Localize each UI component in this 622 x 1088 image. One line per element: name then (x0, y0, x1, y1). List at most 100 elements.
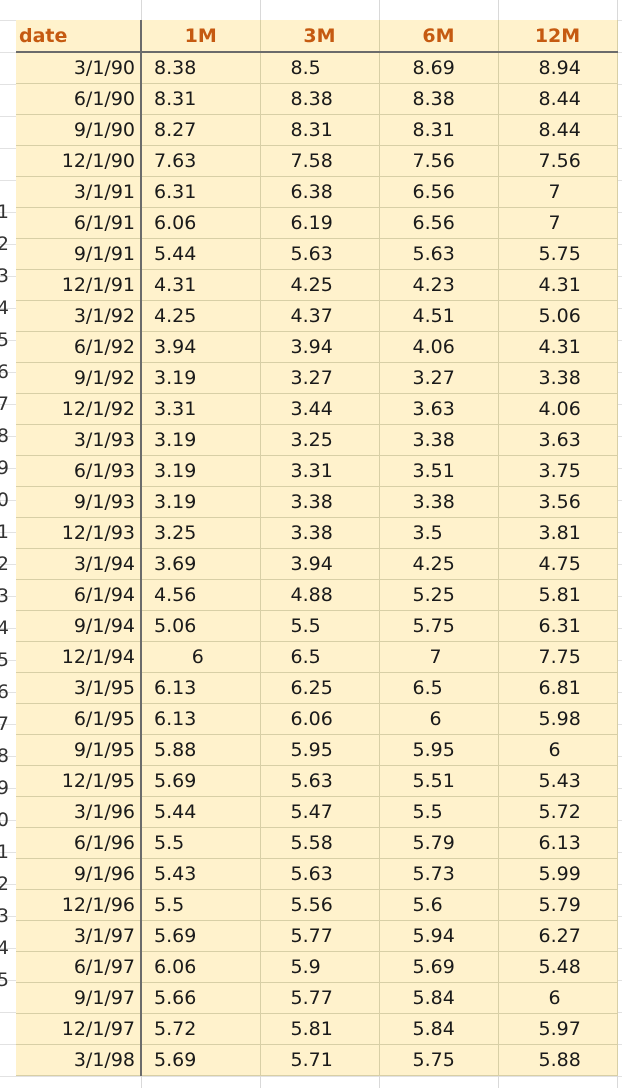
rate-1m-cell[interactable]: 3.19 (141, 424, 261, 456)
date-cell[interactable]: 3/1/96 (16, 796, 142, 828)
rate-3m-cell[interactable]: 5.77 (260, 982, 380, 1014)
rate-6m-cell[interactable]: 8.31 (379, 114, 499, 146)
rate-3m-cell[interactable]: 7.58 (260, 145, 380, 177)
row-number[interactable]: 3 (0, 265, 9, 287)
rate-12m-cell[interactable]: 7.56 (498, 145, 618, 177)
rate-3m-cell[interactable]: 3.38 (260, 517, 380, 549)
date-cell[interactable]: 3/1/91 (16, 176, 142, 208)
rate-3m-cell[interactable]: 3.94 (260, 331, 380, 363)
rate-6m-cell[interactable]: 5.79 (379, 827, 499, 859)
rate-3m-cell[interactable]: 5.58 (260, 827, 380, 859)
rate-3m-cell[interactable]: 6.19 (260, 207, 380, 239)
rate-12m-cell[interactable]: 3.75 (498, 455, 618, 487)
row-number[interactable]: 9 (0, 457, 9, 479)
date-cell[interactable]: 9/1/96 (16, 858, 142, 890)
rate-6m-cell[interactable]: 5.75 (379, 610, 499, 642)
rate-1m-cell[interactable]: 6.06 (141, 207, 261, 239)
rate-3m-cell[interactable]: 6.25 (260, 672, 380, 704)
rate-12m-cell[interactable]: 4.75 (498, 548, 618, 580)
column-header-1m[interactable]: 1M (141, 20, 261, 53)
rate-12m-cell[interactable]: 6.31 (498, 610, 618, 642)
row-number[interactable]: 4 (0, 297, 9, 319)
column-header-3m[interactable]: 3M (260, 20, 380, 53)
column-header-12m[interactable]: 12M (498, 20, 618, 53)
rate-3m-cell[interactable]: 5.63 (260, 238, 380, 270)
date-cell[interactable]: 3/1/90 (16, 52, 142, 84)
rate-6m-cell[interactable]: 6 (379, 703, 499, 735)
rate-1m-cell[interactable]: 5.88 (141, 734, 261, 766)
rate-6m-cell[interactable]: 5.84 (379, 982, 499, 1014)
date-cell[interactable]: 3/1/95 (16, 672, 142, 704)
rate-6m-cell[interactable]: 5.75 (379, 1044, 499, 1076)
rate-12m-cell[interactable]: 3.56 (498, 486, 618, 518)
rate-12m-cell[interactable]: 4.06 (498, 393, 618, 425)
rate-12m-cell[interactable]: 6.27 (498, 920, 618, 952)
rate-6m-cell[interactable]: 6.5 (379, 672, 499, 704)
row-number[interactable]: 4 (0, 937, 9, 959)
rate-12m-cell[interactable]: 5.97 (498, 1013, 618, 1045)
rate-12m-cell[interactable]: 8.44 (498, 114, 618, 146)
rate-12m-cell[interactable]: 3.38 (498, 362, 618, 394)
row-number[interactable]: 1 (0, 841, 9, 863)
row-number[interactable]: 0 (0, 489, 9, 511)
rate-6m-cell[interactable]: 5.95 (379, 734, 499, 766)
row-number[interactable]: 8 (0, 745, 9, 767)
rate-1m-cell[interactable]: 4.25 (141, 300, 261, 332)
column-header-6m[interactable]: 6M (379, 20, 499, 53)
date-cell[interactable]: 6/1/92 (16, 331, 142, 363)
rate-12m-cell[interactable]: 6 (498, 734, 618, 766)
rate-1m-cell[interactable]: 5.44 (141, 238, 261, 270)
rate-6m-cell[interactable]: 4.25 (379, 548, 499, 580)
rate-3m-cell[interactable]: 5.81 (260, 1013, 380, 1045)
rate-1m-cell[interactable]: 8.31 (141, 83, 261, 115)
date-cell[interactable]: 12/1/90 (16, 145, 142, 177)
date-cell[interactable]: 12/1/93 (16, 517, 142, 549)
rate-1m-cell[interactable]: 3.19 (141, 486, 261, 518)
rate-6m-cell[interactable]: 3.27 (379, 362, 499, 394)
rate-3m-cell[interactable]: 5.63 (260, 858, 380, 890)
date-cell[interactable]: 6/1/96 (16, 827, 142, 859)
rate-3m-cell[interactable]: 5.63 (260, 765, 380, 797)
rate-6m-cell[interactable]: 4.06 (379, 331, 499, 363)
rate-1m-cell[interactable]: 7.63 (141, 145, 261, 177)
rate-6m-cell[interactable]: 6.56 (379, 176, 499, 208)
date-cell[interactable]: 3/1/97 (16, 920, 142, 952)
date-cell[interactable]: 9/1/93 (16, 486, 142, 518)
rate-12m-cell[interactable]: 7 (498, 207, 618, 239)
row-number[interactable]: 9 (0, 777, 9, 799)
rate-1m-cell[interactable]: 5.69 (141, 920, 261, 952)
rate-6m-cell[interactable]: 5.6 (379, 889, 499, 921)
row-number[interactable]: 6 (0, 681, 9, 703)
rate-1m-cell[interactable]: 3.94 (141, 331, 261, 363)
rate-12m-cell[interactable]: 7.75 (498, 641, 618, 673)
row-number[interactable]: 7 (0, 393, 9, 415)
rate-1m-cell[interactable]: 3.19 (141, 455, 261, 487)
row-number[interactable]: 2 (0, 873, 9, 895)
rate-12m-cell[interactable]: 5.75 (498, 238, 618, 270)
rate-3m-cell[interactable]: 3.27 (260, 362, 380, 394)
rate-1m-cell[interactable]: 8.38 (141, 52, 261, 84)
rate-12m-cell[interactable]: 4.31 (498, 331, 618, 363)
rate-12m-cell[interactable]: 6 (498, 982, 618, 1014)
date-cell[interactable]: 6/1/97 (16, 951, 142, 983)
rate-6m-cell[interactable]: 8.38 (379, 83, 499, 115)
row-number[interactable]: 2 (0, 553, 9, 575)
rate-12m-cell[interactable]: 5.99 (498, 858, 618, 890)
rate-12m-cell[interactable]: 5.81 (498, 579, 618, 611)
rate-6m-cell[interactable]: 6.56 (379, 207, 499, 239)
rate-3m-cell[interactable]: 4.25 (260, 269, 380, 301)
rate-12m-cell[interactable]: 8.44 (498, 83, 618, 115)
rate-12m-cell[interactable]: 5.06 (498, 300, 618, 332)
rate-1m-cell[interactable]: 6.13 (141, 703, 261, 735)
rate-3m-cell[interactable]: 5.9 (260, 951, 380, 983)
rate-1m-cell[interactable]: 5.72 (141, 1013, 261, 1045)
rate-6m-cell[interactable]: 5.73 (379, 858, 499, 890)
rate-6m-cell[interactable]: 5.69 (379, 951, 499, 983)
rate-6m-cell[interactable]: 3.38 (379, 486, 499, 518)
rate-1m-cell[interactable]: 5.69 (141, 765, 261, 797)
date-cell[interactable]: 12/1/91 (16, 269, 142, 301)
date-cell[interactable]: 12/1/96 (16, 889, 142, 921)
rate-1m-cell[interactable]: 6 (141, 641, 261, 673)
rate-3m-cell[interactable]: 3.94 (260, 548, 380, 580)
